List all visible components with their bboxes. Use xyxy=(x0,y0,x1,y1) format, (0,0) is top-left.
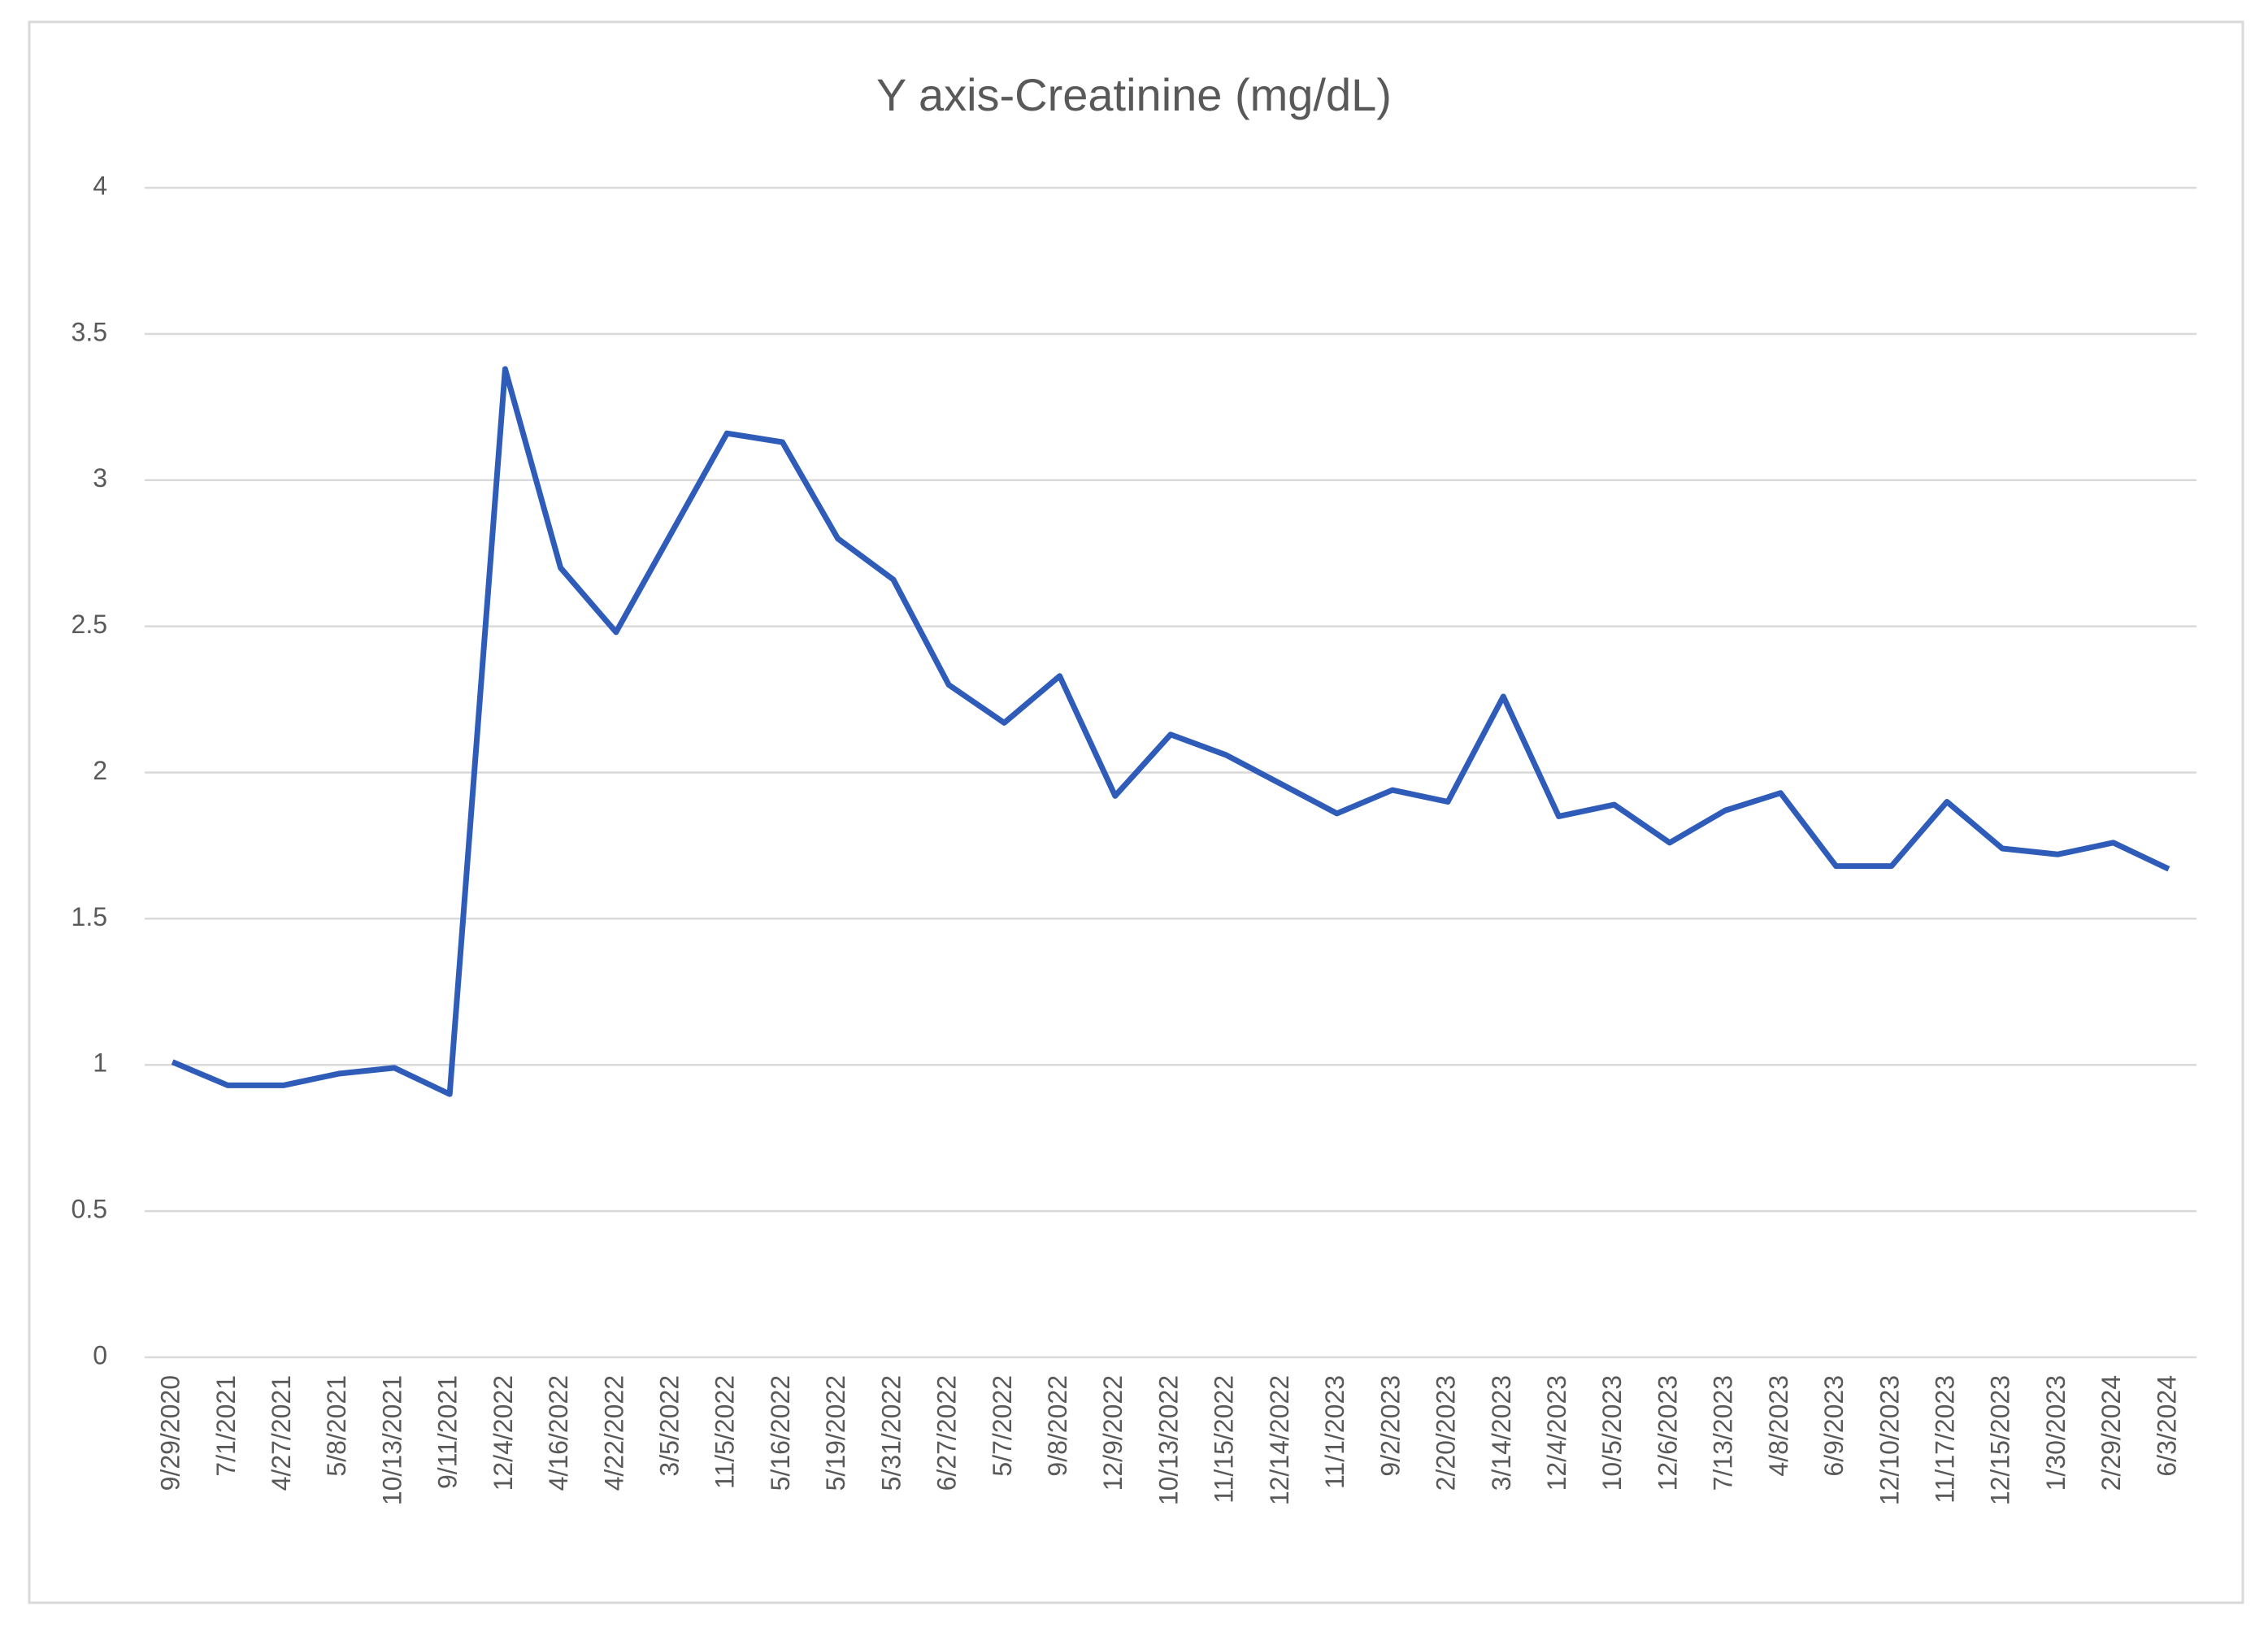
y-tick-label: 2 xyxy=(93,756,107,785)
y-tick-label: 1.5 xyxy=(72,902,107,931)
y-tick-label: 3.5 xyxy=(72,317,107,346)
x-tick-label: 12/10/2023 xyxy=(1875,1375,1904,1505)
x-tick-label: 12/15/2023 xyxy=(1986,1375,2015,1505)
x-tick-label: 12/9/2022 xyxy=(1098,1375,1127,1491)
x-tick-label: 4/8/2023 xyxy=(1764,1375,1793,1477)
x-tick-label: 11/1/2023 xyxy=(1320,1375,1349,1489)
x-tick-label: 10/13/2022 xyxy=(1154,1375,1183,1505)
y-tick-label: 2.5 xyxy=(72,610,107,639)
x-tick-label: 11/5/2022 xyxy=(710,1375,740,1489)
x-tick-label: 12/6/2023 xyxy=(1653,1375,1682,1491)
x-tick-label: 10/13/2021 xyxy=(377,1375,406,1505)
x-tick-label: 10/5/2023 xyxy=(1597,1375,1627,1491)
x-tick-label: 5/19/2022 xyxy=(821,1375,850,1491)
y-tick-label: 0 xyxy=(93,1340,107,1369)
x-tick-label: 1/30/2023 xyxy=(2041,1375,2070,1491)
x-tick-label: 4/22/2022 xyxy=(599,1375,628,1491)
x-tick-label: 12/14/2022 xyxy=(1265,1375,1294,1505)
x-tick-label: 11/15/2022 xyxy=(1210,1375,1239,1504)
y-tick-label: 1 xyxy=(93,1048,107,1078)
chart-title: Y axis-Creatinine (mg/dL) xyxy=(876,69,1392,120)
x-tick-label: 2/20/2023 xyxy=(1432,1375,1461,1491)
x-tick-label: 6/3/2024 xyxy=(2152,1375,2181,1477)
x-tick-label: 3/5/2022 xyxy=(655,1375,684,1477)
x-tick-label: 9/29/2020 xyxy=(156,1375,185,1491)
x-tick-label: 4/16/2022 xyxy=(544,1375,573,1491)
x-tick-label: 12/4/2022 xyxy=(489,1375,518,1491)
x-tick-label: 7/13/2023 xyxy=(1709,1375,1738,1491)
y-tick-label: 0.5 xyxy=(72,1195,107,1224)
chart-border xyxy=(28,20,2244,1604)
x-tick-label: 11/17/2023 xyxy=(1930,1375,1959,1504)
x-tick-label: 9/2/2023 xyxy=(1375,1375,1405,1477)
x-tick-label: 7/1/2021 xyxy=(211,1375,241,1477)
x-tick-label: 12/4/2023 xyxy=(1542,1375,1571,1491)
data-line xyxy=(171,366,2170,1097)
x-tick-label: 9/11/2021 xyxy=(433,1375,463,1489)
x-tick-label: 4/27/2021 xyxy=(267,1375,296,1491)
x-tick-label: 6/9/2023 xyxy=(1819,1375,1849,1477)
x-tick-label: 5/7/2022 xyxy=(988,1375,1017,1477)
y-tick-label: 4 xyxy=(93,171,107,200)
x-tick-label: 5/16/2022 xyxy=(766,1375,795,1491)
y-tick-label: 3 xyxy=(93,463,107,493)
x-tick-label: 9/8/2022 xyxy=(1043,1375,1072,1477)
x-tick-label: 2/29/2024 xyxy=(2096,1375,2126,1491)
x-tick-label: 6/27/2022 xyxy=(932,1375,962,1491)
x-tick-label: 5/31/2022 xyxy=(876,1375,906,1491)
x-tick-label: 3/14/2023 xyxy=(1487,1375,1516,1491)
x-tick-label: 5/8/2021 xyxy=(322,1375,351,1477)
